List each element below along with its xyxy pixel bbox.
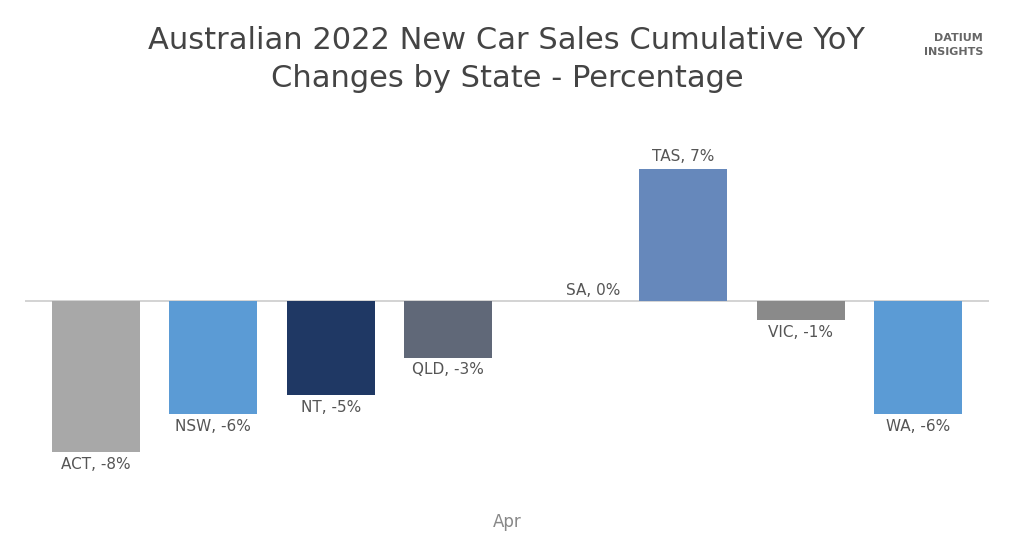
Text: QLD, -3%: QLD, -3% (413, 363, 484, 377)
Bar (51, 301, 140, 452)
Bar (287, 301, 375, 395)
Bar (404, 301, 493, 358)
Text: VIC, -1%: VIC, -1% (768, 325, 834, 340)
Text: DATIUM
INSIGHTS: DATIUM INSIGHTS (924, 33, 983, 57)
Text: SA, 0%: SA, 0% (565, 284, 620, 298)
Bar (873, 301, 963, 414)
Title: Australian 2022 New Car Sales Cumulative YoY
Changes by State - Percentage: Australian 2022 New Car Sales Cumulative… (148, 26, 865, 94)
Text: TAS, 7%: TAS, 7% (652, 149, 715, 164)
Text: WA, -6%: WA, -6% (886, 419, 950, 434)
Text: NSW, -6%: NSW, -6% (175, 419, 251, 434)
Text: NT, -5%: NT, -5% (301, 400, 360, 415)
Text: ACT, -8%: ACT, -8% (60, 457, 130, 472)
Bar (757, 301, 845, 320)
Bar (639, 169, 727, 301)
X-axis label: Apr: Apr (493, 513, 521, 531)
Bar (169, 301, 257, 414)
